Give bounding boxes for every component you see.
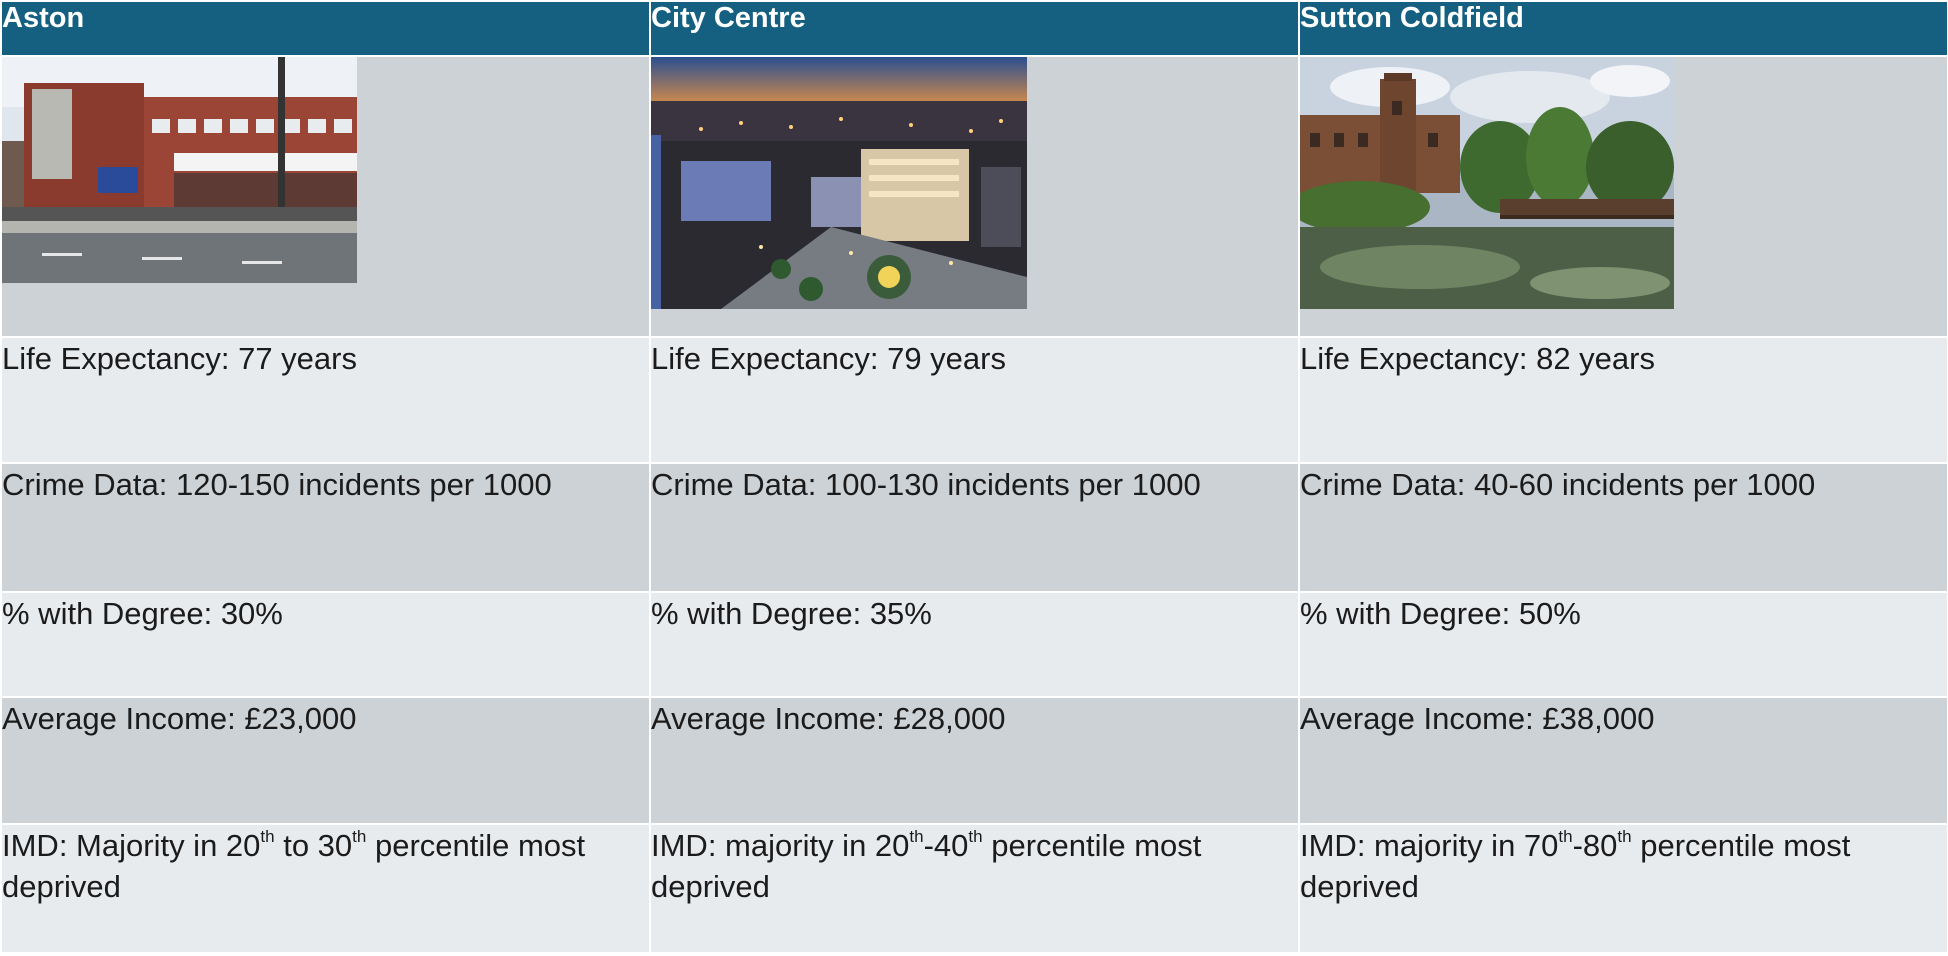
income-aston: Average Income: £23,000 (0, 696, 651, 825)
imd-lead: IMD: majority in 20 (651, 828, 910, 863)
imd-sup: th (1617, 827, 1632, 846)
imd-mid: to 30 (274, 828, 353, 863)
life-expectancy-sutton-coldfield: Life Expectancy: 82 years (1298, 336, 1948, 464)
aston-street-photo (2, 57, 357, 283)
imd-mid: -40 (923, 828, 969, 863)
row-imd: IMD: Majority in 20th to 30th percentile… (0, 823, 1948, 954)
crime-data-sutton-coldfield: Crime Data: 40-60 incidents per 1000 (1298, 462, 1948, 593)
imd-city-centre: IMD: majority in 20th-40th percentile mo… (649, 823, 1300, 954)
degree-aston: % with Degree: 30% (0, 591, 651, 698)
imd-tail: percentile most deprived (2, 828, 586, 904)
imd-lead: IMD: Majority in 20 (2, 828, 261, 863)
sutton-coldfield-park-photo (1300, 57, 1674, 309)
column-header-city-centre: City Centre (649, 0, 1300, 57)
crime-data-city-centre: Crime Data: 100-130 incidents per 1000 (649, 462, 1300, 593)
photo-cell-city-centre (649, 55, 1300, 338)
row-degree: % with Degree: 30% % with Degree: 35% % … (0, 591, 1948, 698)
imd-sup: th (352, 827, 367, 846)
column-header-aston: Aston (0, 0, 651, 57)
row-crime-data: Crime Data: 120-150 incidents per 1000 C… (0, 462, 1948, 593)
column-header-sutton-coldfield: Sutton Coldfield (1298, 0, 1948, 57)
photo-row (0, 55, 1948, 338)
header-row: Aston City Centre Sutton Coldfield (0, 0, 1948, 57)
imd-tail: percentile most deprived (1300, 828, 1851, 904)
imd-sutton-coldfield: IMD: majority in 70th-80th percentile mo… (1298, 823, 1948, 954)
city-centre-night-photo (651, 57, 1027, 309)
imd-sup: th (260, 827, 275, 846)
income-sutton-coldfield: Average Income: £38,000 (1298, 696, 1948, 825)
degree-city-centre: % with Degree: 35% (649, 591, 1300, 698)
imd-sup: th (909, 827, 924, 846)
imd-sup: th (968, 827, 983, 846)
photo-cell-sutton-coldfield (1298, 55, 1948, 338)
life-expectancy-city-centre: Life Expectancy: 79 years (649, 336, 1300, 464)
degree-sutton-coldfield: % with Degree: 50% (1298, 591, 1948, 698)
imd-sup: th (1558, 827, 1573, 846)
income-city-centre: Average Income: £28,000 (649, 696, 1300, 825)
life-expectancy-aston: Life Expectancy: 77 years (0, 336, 651, 464)
row-average-income: Average Income: £23,000 Average Income: … (0, 696, 1948, 825)
photo-cell-aston (0, 55, 651, 338)
imd-aston: IMD: Majority in 20th to 30th percentile… (0, 823, 651, 954)
imd-mid: -80 (1572, 828, 1618, 863)
imd-lead: IMD: majority in 70 (1300, 828, 1559, 863)
imd-tail: percentile most deprived (651, 828, 1202, 904)
crime-data-aston: Crime Data: 120-150 incidents per 1000 (0, 462, 651, 593)
row-life-expectancy: Life Expectancy: 77 years Life Expectanc… (0, 336, 1948, 464)
